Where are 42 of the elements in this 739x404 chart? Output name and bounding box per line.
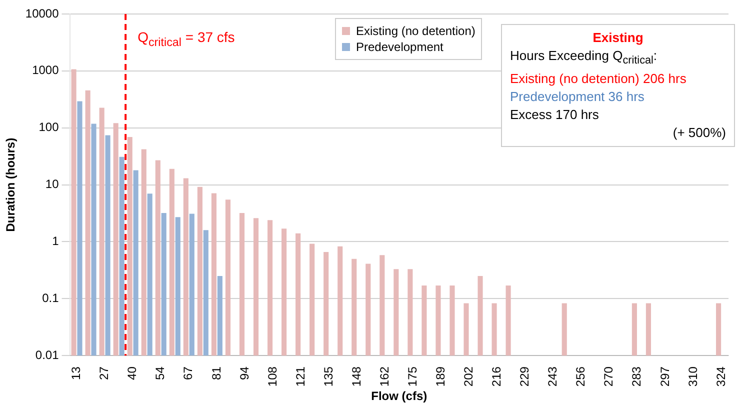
annotation: Excess 170 hrs <box>510 106 600 124</box>
x-tick-label: 297 <box>658 366 672 387</box>
x-tick-label: 121 <box>293 366 308 387</box>
x-tick-label: 67 <box>181 366 196 380</box>
x-tick-label: 202 <box>462 366 476 387</box>
x-tick-label: 229 <box>518 366 532 387</box>
x-tick-label: 175 <box>405 366 420 387</box>
x-tick-label: 54 <box>153 366 168 380</box>
x-tick-label: 13 <box>69 366 84 380</box>
x-tick-label: 256 <box>574 366 588 387</box>
y-axis-title: Duration (hours) <box>4 138 18 232</box>
x-tick-label: 162 <box>377 366 392 387</box>
x-axis-title: Flow (cfs) <box>371 389 428 404</box>
legend-label: Predevelopment <box>355 40 444 54</box>
y-tick-label: 1 <box>52 234 60 248</box>
x-tick-label: 40 <box>125 366 140 380</box>
legend-label: Existing (no detention) <box>355 24 476 38</box>
x-tick-label: 94 <box>237 366 252 380</box>
annotation: (+ 500%) <box>672 124 726 142</box>
x-tick-label: 135 <box>321 366 336 387</box>
ref-line-label: Q$_{critical}$ = 37 cfs <box>138 29 235 49</box>
x-tick-label: 243 <box>546 366 560 387</box>
y-tick-label: 10000 <box>25 6 60 20</box>
y-tick-label: 0.1 <box>42 290 60 305</box>
y-tick-label: 1000 <box>32 63 60 78</box>
x-tick-label: 283 <box>630 366 644 387</box>
x-tick-label: 324 <box>714 366 728 387</box>
annotation: Existing (no detention) 206 hrs <box>510 70 688 88</box>
x-tick-label: 27 <box>97 366 112 380</box>
x-tick-label: 189 <box>434 366 448 387</box>
x-tick-label: 81 <box>209 366 224 380</box>
y-tick-label: 100 <box>38 120 60 134</box>
x-tick-label: 310 <box>686 366 700 387</box>
annotation: Existing <box>592 29 644 47</box>
x-tick-label: 148 <box>349 366 364 387</box>
y-tick-label: 0.01 <box>35 348 60 362</box>
x-tick-label: 108 <box>265 366 280 387</box>
y-tick-label: 10 <box>45 177 60 192</box>
annotation: Hours Exceeding Q$_{critical}$: <box>510 47 658 69</box>
x-tick-label: 270 <box>602 366 616 387</box>
annotation: Predevelopment 36 hrs <box>510 88 646 106</box>
x-tick-label: 216 <box>490 366 504 387</box>
